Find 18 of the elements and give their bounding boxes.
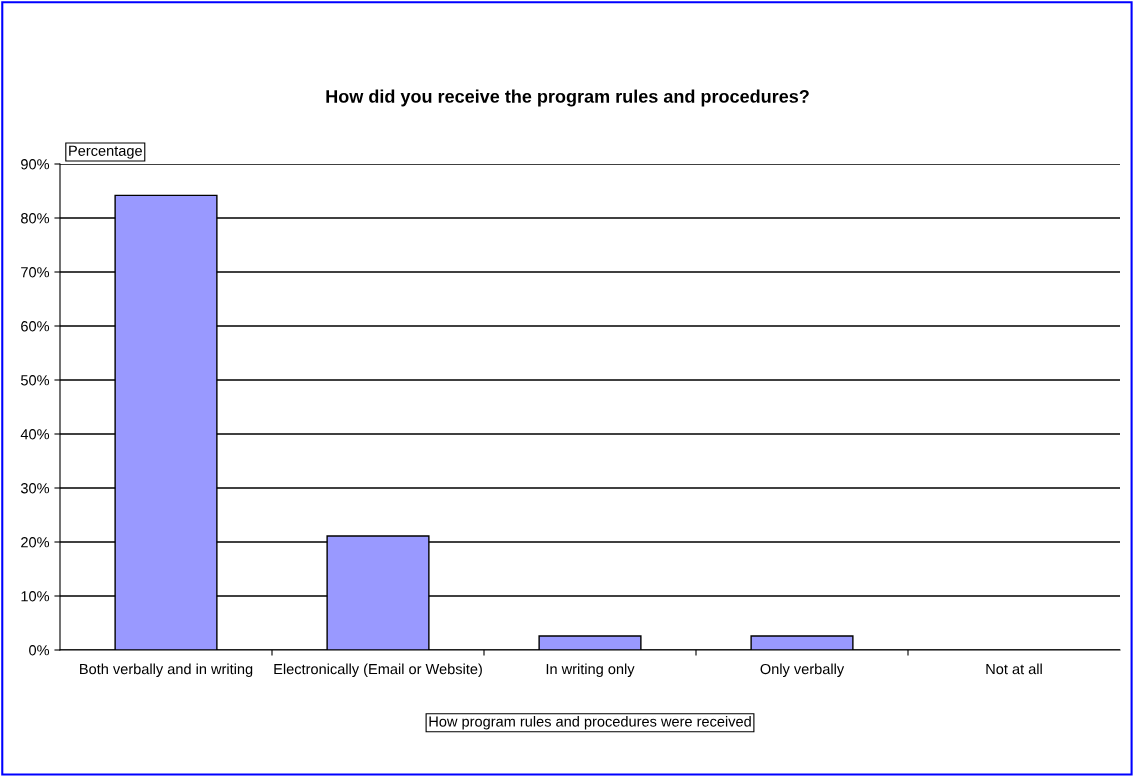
x-tick-label: Not at all <box>986 663 1042 675</box>
x-tick-label: In writing only <box>546 663 635 678</box>
x-axis-title: How program rules and procedures were received <box>429 715 751 730</box>
y-tick-label: 40% <box>20 429 50 440</box>
y-tick-label: 60% <box>21 321 50 332</box>
x-tick-label: Only verbally <box>760 663 845 678</box>
chart-title: How did you receive the program rules and procedures? <box>326 89 809 107</box>
y-axis-title: Percentage <box>69 145 142 159</box>
y-tick-label: 80% <box>21 213 50 224</box>
y-tick-label: 90% <box>21 159 50 170</box>
x-tick-label: Electronically (Email or Website) <box>274 663 482 678</box>
y-tick-label: 70% <box>21 267 50 278</box>
y-tick-label: 30% <box>20 483 50 494</box>
y-tick-label: 50% <box>20 375 50 386</box>
y-tick-label: 10% <box>21 591 50 602</box>
x-tick-label: Both verbally and in writing <box>80 663 253 678</box>
y-tick-label: 20% <box>21 537 50 548</box>
y-tick-label: 0% <box>29 645 50 656</box>
